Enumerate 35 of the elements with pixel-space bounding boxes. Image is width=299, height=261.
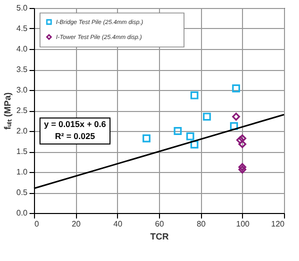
y-tick-label: 0.0	[16, 208, 28, 218]
point	[202, 112, 211, 121]
y-tick-label: 4.5	[16, 24, 28, 33]
point	[238, 166, 246, 174]
y-tick-label: 2.0	[16, 126, 28, 136]
y-tick-label: 3.0	[16, 86, 28, 94]
point	[186, 132, 194, 140]
point	[236, 136, 244, 144]
y-tick-label: 1.5	[16, 147, 28, 156]
y-tick-label: 2.5	[16, 106, 28, 115]
point	[230, 122, 238, 130]
y-axis-title: fᵤₗₜ (MPa)	[2, 92, 12, 130]
point	[232, 84, 240, 92]
y-tick-label: 4.0	[16, 44, 28, 54]
point	[238, 140, 246, 148]
y-tick-label: 1.0	[16, 168, 28, 176]
point	[238, 163, 246, 172]
annotation: y = 0.015x + 0.6 R² = 0.025	[44, 119, 106, 141]
y-tick-label: 5.0	[16, 4, 28, 12]
x-tick-label: 80	[196, 220, 206, 228]
y-tick-label: 0.5	[16, 188, 28, 197]
x-tick-label: 40	[113, 220, 123, 228]
x-tick-label: 20	[72, 220, 82, 228]
x-axis-title: TCR	[150, 232, 170, 242]
point	[232, 112, 240, 121]
point	[190, 91, 198, 100]
y-tick-label: 3.5	[16, 65, 28, 74]
point	[174, 127, 182, 135]
point	[142, 134, 150, 142]
x-tick-label: 60	[155, 220, 164, 228]
point	[190, 140, 198, 148]
point	[238, 134, 246, 142]
x-tick-label: 120	[271, 220, 286, 228]
x-tick-label: 100	[236, 220, 250, 228]
x-tick-label: 0	[34, 220, 40, 228]
